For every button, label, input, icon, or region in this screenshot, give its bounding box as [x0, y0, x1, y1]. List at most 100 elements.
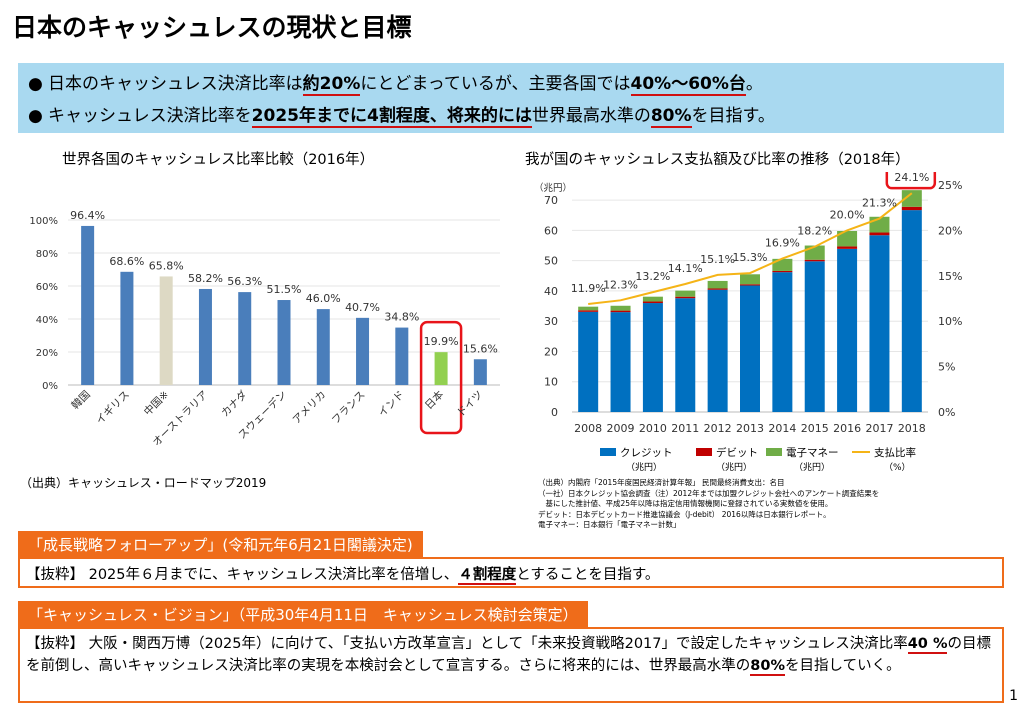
x-tick-label: 韓国 — [69, 389, 92, 412]
bar-6-series-1 — [772, 270, 793, 273]
bullet-dot: ● — [28, 106, 43, 126]
y-tick-label-right: 25% — [938, 179, 962, 192]
x-tick-label: 2017 — [865, 422, 893, 435]
x-tick-label: 2008 — [574, 422, 602, 435]
chart2-notes: （出典）内閣府「2015年度国民経済計算年報」 民間最終消費支出：名目 （一社）… — [538, 478, 879, 531]
bar-3 — [198, 288, 212, 385]
bar-1-series-0 — [610, 312, 631, 412]
policy1-box: 【抜粋】 2025年６月までに、キャッシュレス決済比率を倍増し、４割程度とするこ… — [18, 557, 1004, 588]
ratio-value-label: 16.9% — [765, 237, 800, 250]
policy2-highlight-80: 80% — [750, 658, 785, 676]
y-tick-label: 100% — [29, 216, 58, 227]
bar-8-series-2 — [837, 231, 858, 247]
x-tick-label: フランス — [330, 389, 368, 427]
bar-4-series-2 — [707, 280, 728, 289]
highlight-japan-ratio: 約20% — [302, 74, 361, 96]
bar-2 — [159, 276, 173, 385]
bar-9-series-0 — [869, 235, 890, 412]
legend-unit-debit: （兆円） — [716, 462, 752, 473]
bar-10-series-1 — [901, 206, 922, 211]
bar-value-label: 51.5% — [267, 283, 302, 296]
chart2-legend: クレジット （兆円） デビット （兆円） 電子マネー （兆円） 支払比率 （%） — [600, 446, 916, 473]
bar-value-label: 40.7% — [345, 301, 380, 314]
y-tick-label-left: 20 — [544, 345, 558, 358]
bar-6 — [316, 309, 330, 385]
highlight-80-percent: 80% — [650, 106, 692, 128]
ratio-value-label: 20.0% — [830, 208, 865, 221]
ratio-value-label: 14.1% — [668, 262, 703, 275]
x-tick-label: 2009 — [607, 422, 635, 435]
legend-label-debit: デビット — [716, 446, 758, 459]
bar-value-label: 19.9% — [424, 335, 459, 348]
bar-value-label: 56.3% — [227, 275, 262, 288]
bar-5-series-1 — [740, 284, 760, 286]
x-tick-label: イギリス — [94, 389, 132, 427]
highlight-2025-target: 2025年までに4割程度、将来的には — [251, 106, 532, 128]
bar-value-label: 34.8% — [384, 311, 419, 324]
x-tick-label: 2013 — [736, 422, 764, 435]
legend-label-ratio: 支払比率 — [874, 446, 916, 459]
bar-7 — [356, 317, 370, 385]
y-tick-label-left: 40 — [544, 285, 558, 298]
bar-value-label: 58.2% — [188, 272, 223, 285]
bar-5-series-0 — [740, 285, 760, 412]
note-line: （出典）内閣府「2015年度国民経済計算年報」 民間最終消費支出：名目 — [538, 478, 785, 487]
x-tick-label: アメリカ — [291, 389, 329, 427]
legend-swatch-credit — [600, 448, 616, 456]
page-number: 1 — [1009, 688, 1018, 704]
policy2-box: 【抜粋】 大阪・関西万博（2025年）に向けて、「支払い方改革宣言」として「未来… — [18, 627, 1004, 703]
bar-5-series-2 — [740, 274, 760, 285]
policy1-tag: 「成長戦略フォローアップ」(令和元年6月21日閣議決定) — [18, 531, 423, 558]
bar-1-series-1 — [610, 310, 631, 313]
legend-unit-emoney: （兆円） — [794, 462, 830, 473]
note-line: （一社）日本クレジット協会調査（注）2012年までは加盟クレジット会社へのアンケ… — [538, 488, 880, 498]
x-tick-label: 日本 — [422, 388, 446, 412]
page-title: 日本のキャッシュレスの現状と目標 — [12, 13, 412, 42]
y-tick-label: 20% — [36, 348, 58, 359]
bar-3-series-1 — [675, 296, 696, 299]
y-tick-label-left: 70 — [544, 194, 558, 207]
x-tick-label: 中国※ — [141, 388, 171, 418]
legend-label-credit: クレジット — [620, 447, 673, 459]
bar-7-series-0 — [804, 261, 825, 412]
bar-2-series-0 — [642, 303, 663, 412]
bar-8-series-0 — [837, 248, 858, 412]
x-tick-label: カナダ — [218, 388, 250, 420]
ratio-value-label: 15.3% — [733, 251, 768, 264]
japan-trend-chart: （兆円） 0 10 20 30 40 50 60 70 0% 5% 10% 15% 20% 25% 2008 2… — [534, 172, 962, 435]
bar-3-series-0 — [675, 298, 696, 412]
note-line: 基にした推計値、平成25年以降は指定信用情報機関に登録されている実数値を使用。 — [538, 499, 833, 508]
ratio-value-label: 18.2% — [797, 225, 832, 238]
bullet-target: ● キャッシュレス決済比率を2025年までに4割程度、将来的には世界最高水準の80… — [28, 106, 775, 128]
bar-4-series-1 — [707, 288, 728, 290]
japan-highlight-frame — [419, 320, 463, 435]
ratio-line — [588, 192, 913, 305]
bar-10-series-2 — [901, 190, 922, 207]
bar-value-label: 68.6% — [109, 255, 144, 268]
bullet-current-status: ● 日本のキャッシュレス決済比率は約20%にとどまっているが、主要各国では40%～… — [28, 74, 763, 96]
ratio-value-label: 24.1% — [894, 172, 929, 184]
legend-swatch-emoney — [766, 448, 782, 456]
x-tick-label: 2011 — [671, 422, 699, 435]
x-tick-label: 2018 — [898, 422, 926, 435]
policy2-highlight-40: 40 % — [907, 636, 948, 654]
bar-1 — [120, 271, 134, 385]
x-tick-label: 2014 — [768, 422, 796, 435]
ratio-value-label: 12.3% — [603, 278, 638, 291]
bar-4-series-0 — [707, 289, 728, 412]
summary-banner: ● 日本のキャッシュレス決済比率は約20%にとどまっているが、主要各国では40%～… — [18, 63, 1004, 133]
ratio-value-label: 13.2% — [635, 270, 670, 283]
bar-8-series-1 — [837, 246, 858, 249]
x-tick-label: 2010 — [639, 422, 667, 435]
latest-ratio-highlight-frame — [885, 172, 937, 190]
y-tick-label-right: 20% — [938, 224, 962, 237]
chart1-title: 世界各国のキャッシュレス比率比較（2016年） — [62, 152, 375, 168]
legend-unit-credit: （兆円） — [626, 462, 662, 473]
y-tick-label-left: 50 — [544, 255, 558, 268]
y-tick-label-right: 5% — [938, 361, 955, 374]
x-tick-label: ドイツ — [455, 389, 486, 420]
y-tick-label-left: 0 — [551, 406, 558, 419]
bar-8 — [395, 327, 409, 385]
y-tick-label-right: 15% — [938, 270, 962, 283]
bar-0-series-0 — [578, 311, 599, 412]
